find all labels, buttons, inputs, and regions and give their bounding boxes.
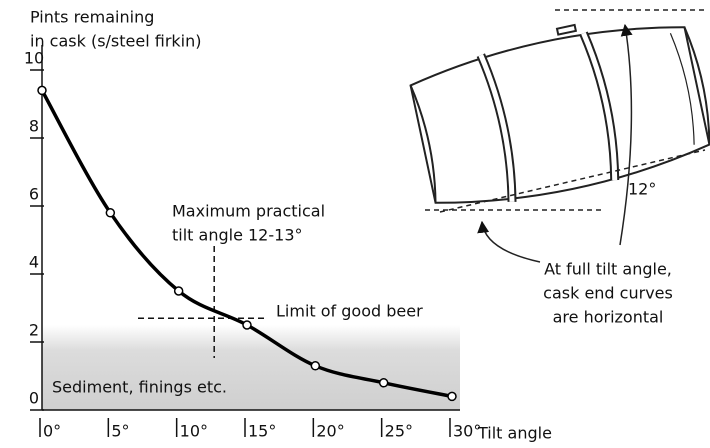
x-tick-label: 25° [385,422,413,441]
data-point [175,287,183,295]
data-point [311,362,319,370]
limit-label: Limit of good beer [276,302,423,321]
y-tick-label: 8 [29,117,39,136]
y-tick-label: 6 [29,185,39,204]
x-tick-label: 0° [43,422,61,441]
x-tick-label: 15° [248,422,276,441]
cask-note: are horizontal [553,308,664,327]
cask-note: At full tilt angle, [544,260,672,279]
data-point [38,86,46,94]
max-tilt-label: Maximum practical [172,202,325,221]
data-point [243,321,251,329]
x-tick-label: 5° [111,422,129,441]
max-tilt-label: tilt angle 12-13° [172,226,303,245]
chart: Sediment, finings etc. 0 2 4 6 8 10 0° 5° 10° 15° 2… [0,0,710,448]
sediment-band [42,325,460,410]
x-axis-label: Tilt angle [477,424,552,443]
x-tick-label: 10° [180,422,208,441]
y-tick-label: 4 [29,253,39,272]
data-point [380,379,388,387]
cask-illustration [405,2,710,262]
cask-note: cask end curves [543,284,673,303]
sediment-label: Sediment, finings etc. [52,378,227,397]
cask-angle-label: 12° [628,180,656,199]
y-axis-label: Pints remaining [30,8,154,27]
x-tick-label: 20° [316,422,344,441]
data-point [106,209,114,217]
data-point [448,392,456,400]
y-axis-label: in cask (s/steel firkin) [30,32,202,51]
y-tick-label: 10 [24,49,44,68]
y-tick-label: 0 [29,389,39,408]
y-tick-label: 2 [29,321,39,340]
